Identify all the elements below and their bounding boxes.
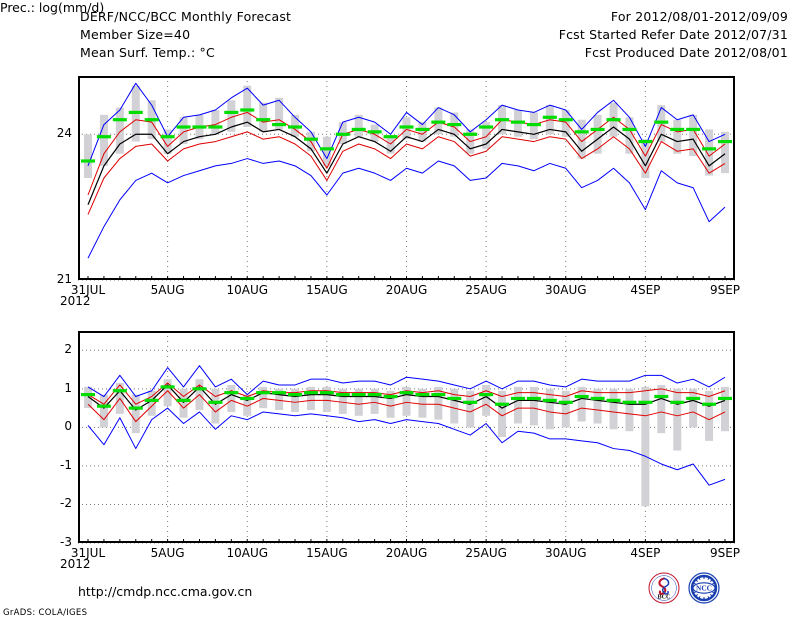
y-tick-label: 24 (56, 126, 72, 141)
header-forecast-range: For 2012/08/01-2012/09/09 (610, 9, 788, 24)
x-tick-label: 30AUG (544, 546, 587, 560)
grads-credit: GrADS: COLA/IGES (3, 608, 88, 618)
y-tick-label: -2 (60, 496, 72, 511)
y-tick-label: 2 (64, 342, 72, 357)
precipitation-chart-panel (78, 331, 735, 544)
svg-text:BCC: BCC (657, 594, 670, 601)
x-tick-label: 20AUG (385, 546, 428, 560)
x-tick-label: 15AUG (306, 546, 348, 560)
temperature-plot-svg (78, 76, 735, 281)
y-tick-label: 21 (56, 272, 72, 286)
precipitation-plot-frame (78, 331, 735, 543)
x-tick-label: 15AUG (306, 283, 348, 297)
x-tick-label: 31JUL (70, 283, 106, 297)
x-tick-label: 9SEP (709, 546, 741, 560)
x-tick-label: 30AUG (544, 283, 587, 297)
temperature-x-year-label: 2012 (60, 294, 91, 308)
svg-text:NCC: NCC (696, 583, 712, 592)
x-tick-label: 25AUG (465, 546, 507, 560)
x-tick-label: 9SEP (709, 283, 741, 297)
header-title: DERF/NCC/BCC Monthly Forecast (80, 9, 292, 24)
x-tick-label: 10AUG (226, 283, 269, 297)
bcc-logo: BCC (648, 572, 680, 604)
y-tick-label: -1 (60, 457, 72, 472)
x-tick-label: 5AUG (150, 546, 185, 560)
precipitation-chart-title: Prec.: log(mm/d) (0, 0, 105, 15)
x-tick-label: 5AUG (150, 283, 185, 297)
x-tick-label: 31JUL (70, 546, 106, 560)
temperature-chart-panel (78, 76, 735, 281)
header-start-date: Fcst Started Refer Date 2012/07/31 (558, 27, 788, 42)
y-tick-label: 1 (64, 380, 72, 395)
x-tick-label: 4SEP (630, 546, 661, 560)
y-tick-label: -3 (60, 535, 72, 549)
precipitation-x-year-label: 2012 (60, 557, 91, 571)
temperature-plot-frame (78, 76, 735, 280)
source-url[interactable]: http://cmdp.ncc.cma.gov.cn (78, 584, 253, 599)
x-tick-label: 10AUG (226, 546, 269, 560)
header-produced-date: Fcst Produced Date 2012/08/01 (584, 45, 788, 60)
header-temp-units: Mean Surf. Temp.: °C (80, 45, 215, 60)
ncc-logo: NCC (688, 572, 720, 604)
y-tick-label: 0 (64, 419, 72, 434)
header-member-size: Member Size=40 (80, 27, 191, 42)
precipitation-plot-svg (78, 331, 735, 544)
x-tick-label: 4SEP (630, 283, 661, 297)
x-tick-label: 20AUG (385, 283, 428, 297)
x-tick-label: 25AUG (465, 283, 507, 297)
